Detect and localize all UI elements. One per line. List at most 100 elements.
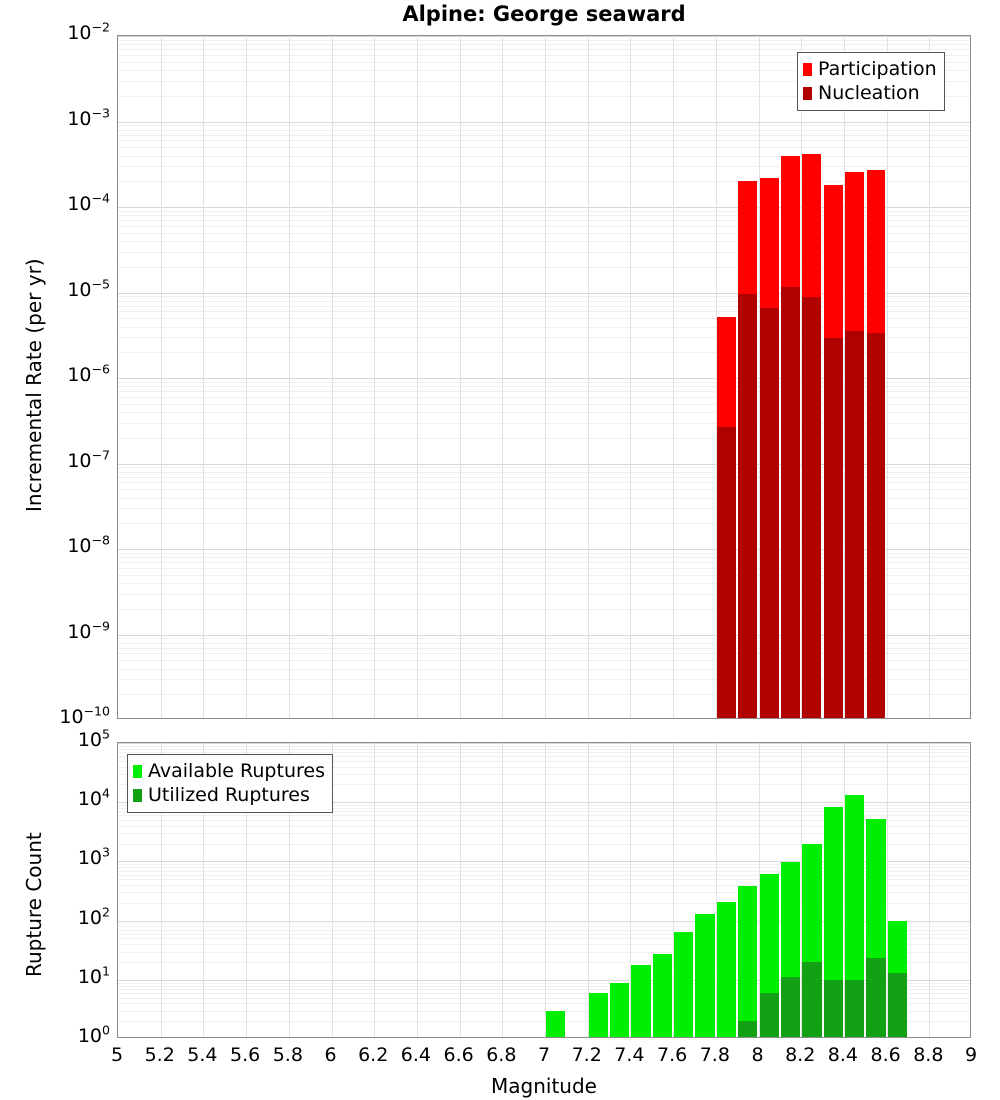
- x-tick-label: 6.4: [400, 1044, 431, 1066]
- gridline-minor-h: [118, 44, 970, 45]
- gridline-minor-h: [118, 749, 970, 750]
- gridline-minor-h: [118, 944, 970, 945]
- x-tick-label: 7.4: [614, 1044, 645, 1066]
- gridline-minor-h: [118, 820, 970, 821]
- bar-utilized-ruptures: [802, 961, 822, 1037]
- gridline-major-v: [374, 743, 375, 1037]
- x-tick-label: 7.8: [699, 1044, 730, 1066]
- gridline-minor-h: [118, 40, 970, 41]
- bar-utilized-ruptures: [738, 1021, 758, 1037]
- gridline-minor-h: [118, 926, 970, 927]
- gridline-minor-h: [118, 140, 970, 141]
- gridline-minor-h: [118, 397, 970, 398]
- gridline-major-v: [588, 36, 589, 718]
- gridline-major-v: [588, 743, 589, 1037]
- y-tick-label: 101: [77, 963, 110, 988]
- x-tick-label: 5.6: [229, 1044, 261, 1066]
- gridline-minor-h: [118, 767, 970, 768]
- gridline-minor-h: [118, 489, 970, 490]
- incremental-rate-plot: Participation Nucleation: [117, 35, 971, 719]
- gridline-minor-h: [118, 983, 970, 984]
- x-tick-label: 8.6: [870, 1044, 901, 1066]
- gridline-minor-h: [118, 774, 970, 775]
- bar-utilized-ruptures: [780, 977, 801, 1037]
- gridline-major-v: [502, 743, 503, 1037]
- bottom-plot-gridlines: [118, 743, 970, 1037]
- gridline-minor-h: [118, 482, 970, 483]
- gridline-major-v: [246, 36, 247, 718]
- x-tick-label: 6: [324, 1044, 337, 1066]
- gridline-minor-h: [118, 241, 970, 242]
- gridline-major-v: [887, 743, 888, 1037]
- gridline-major-v: [161, 36, 162, 718]
- gridline-minor-h: [118, 871, 970, 872]
- x-tick-label: 8.8: [913, 1044, 944, 1066]
- gridline-major-v: [801, 36, 802, 718]
- y-tick-label: 10−7: [67, 447, 110, 472]
- x-tick-label: 7.2: [571, 1044, 602, 1066]
- bar-available-ruptures: [588, 992, 609, 1037]
- gridline-minor-h: [118, 233, 970, 234]
- gridline-minor-h: [118, 252, 970, 253]
- gridline-minor-h: [118, 301, 970, 302]
- bar-utilized-ruptures: [759, 992, 779, 1037]
- available-ruptures-swatch-icon: [133, 764, 142, 778]
- top-plot-y-axis-title: Incremental Rate (per yr): [22, 258, 46, 512]
- gridline-major-v: [716, 36, 717, 718]
- gridline-minor-h: [118, 805, 970, 806]
- gridline-minor-h: [118, 962, 970, 963]
- legend-item-nucleation: Nucleation: [803, 81, 937, 105]
- gridline-minor-h: [118, 1011, 970, 1012]
- gridline-minor-h: [118, 55, 970, 56]
- bar-utilized-ruptures: [866, 958, 886, 1037]
- gridline-minor-h: [118, 934, 970, 935]
- legend-item-participation: Participation: [803, 57, 937, 81]
- gridline-major-v: [332, 36, 333, 718]
- gridline-minor-h: [118, 643, 970, 644]
- y-tick-label: 10−8: [67, 532, 110, 557]
- gridline-minor-h: [118, 903, 970, 904]
- gridline-major-h: [118, 635, 970, 636]
- gridline-minor-h: [118, 147, 970, 148]
- gridline-minor-h: [118, 130, 970, 131]
- gridline-minor-h: [118, 412, 970, 413]
- bar-nucleation: [866, 332, 886, 718]
- gridline-minor-h: [118, 125, 970, 126]
- bar-available-ruptures: [674, 932, 694, 1037]
- gridline-minor-h: [118, 96, 970, 97]
- gridline-major-h: [118, 861, 970, 862]
- gridline-minor-h: [118, 844, 970, 845]
- gridline-minor-h: [118, 761, 970, 762]
- gridline-minor-h: [118, 423, 970, 424]
- bar-available-ruptures: [716, 901, 737, 1037]
- bar-available-ruptures: [823, 807, 843, 1037]
- gridline-minor-h: [118, 404, 970, 405]
- x-tick-label: 5.8: [272, 1044, 303, 1066]
- gridline-major-v: [929, 743, 930, 1037]
- gridline-minor-h: [118, 594, 970, 595]
- gridline-minor-h: [118, 746, 970, 747]
- x-tick-label: 6.2: [358, 1044, 389, 1066]
- gridline-major-v: [460, 743, 461, 1037]
- rupture-count-plot: Available Ruptures Utilized Ruptures: [117, 742, 971, 1038]
- gridline-minor-h: [118, 477, 970, 478]
- legend-top[interactable]: Participation Nucleation: [797, 52, 945, 111]
- bar-available-ruptures: [610, 982, 630, 1037]
- legend-label-utilized-ruptures: Utilized Ruptures: [148, 784, 310, 806]
- gridline-minor-h: [118, 311, 970, 312]
- y-tick-label: 10−6: [67, 361, 110, 386]
- x-tick-label: 7.6: [656, 1044, 688, 1066]
- y-tick-label: 10−5: [67, 276, 110, 301]
- x-tick-label: 7: [537, 1044, 551, 1066]
- gridline-major-h: [118, 980, 970, 981]
- gridline-minor-h: [118, 1003, 970, 1004]
- gridline-minor-h: [118, 648, 970, 649]
- bottom-plot-bars: [118, 743, 970, 1037]
- legend-bottom[interactable]: Available Ruptures Utilized Ruptures: [127, 754, 333, 813]
- bar-nucleation: [759, 307, 779, 718]
- gridline-major-v: [502, 36, 503, 718]
- gridline-minor-h: [118, 833, 970, 834]
- gridline-minor-h: [118, 49, 970, 50]
- gridline-major-h: [118, 464, 970, 465]
